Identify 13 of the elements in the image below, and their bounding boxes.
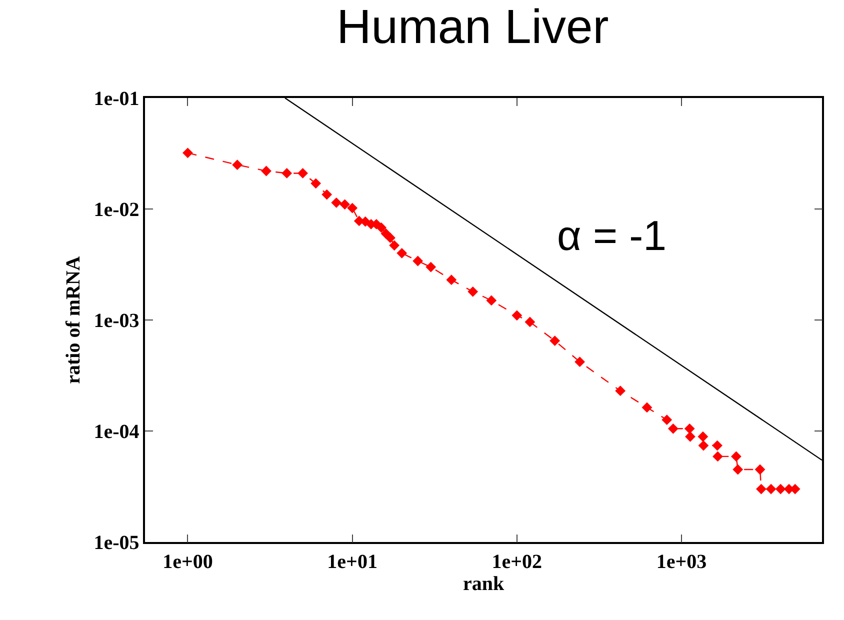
y-tick-label: 1e-05 xyxy=(94,532,140,554)
y-axis-title: ratio of mRNA xyxy=(62,256,85,384)
x-axis-title: rank xyxy=(462,572,505,595)
chart-title: Human Liver xyxy=(336,0,609,54)
x-tick-label: 1e+03 xyxy=(656,550,707,573)
annotation: α = -1 xyxy=(557,212,666,259)
x-tick-label: 1e+01 xyxy=(327,550,378,573)
x-tick-label: 1e+02 xyxy=(492,550,542,573)
y-tick-label: 1e-03 xyxy=(94,310,140,332)
x-tick-label: 1e+00 xyxy=(162,550,213,573)
y-tick-label: 1e-01 xyxy=(94,88,140,110)
y-tick-label: 1e-04 xyxy=(94,421,140,443)
y-tick-label: 1e-02 xyxy=(94,199,140,221)
